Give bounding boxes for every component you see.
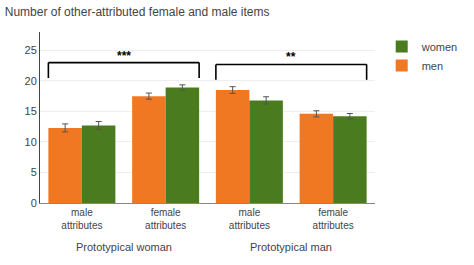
svg-text:25: 25 [25,44,37,56]
svg-text:maleattributes: maleattributes [61,207,102,231]
svg-text:***: *** [117,49,131,63]
svg-text:femaleattributes: femaleattributes [145,207,186,231]
svg-text:15: 15 [25,105,37,117]
svg-text:**: ** [286,50,296,64]
svg-text:20: 20 [25,75,37,87]
svg-text:0: 0 [31,197,37,209]
svg-text:Number of other-attributed fem: Number of other-attributed female and ma… [5,5,270,19]
svg-text:men: men [422,60,443,72]
svg-text:5: 5 [31,166,37,178]
svg-text:women: women [421,41,457,53]
svg-text:Prototypical man: Prototypical man [250,241,332,253]
svg-text:femaleattributes: femaleattributes [313,207,354,231]
svg-text:10: 10 [25,136,37,148]
svg-text:maleattributes: maleattributes [229,207,270,231]
svg-text:Prototypical woman: Prototypical woman [76,241,172,253]
